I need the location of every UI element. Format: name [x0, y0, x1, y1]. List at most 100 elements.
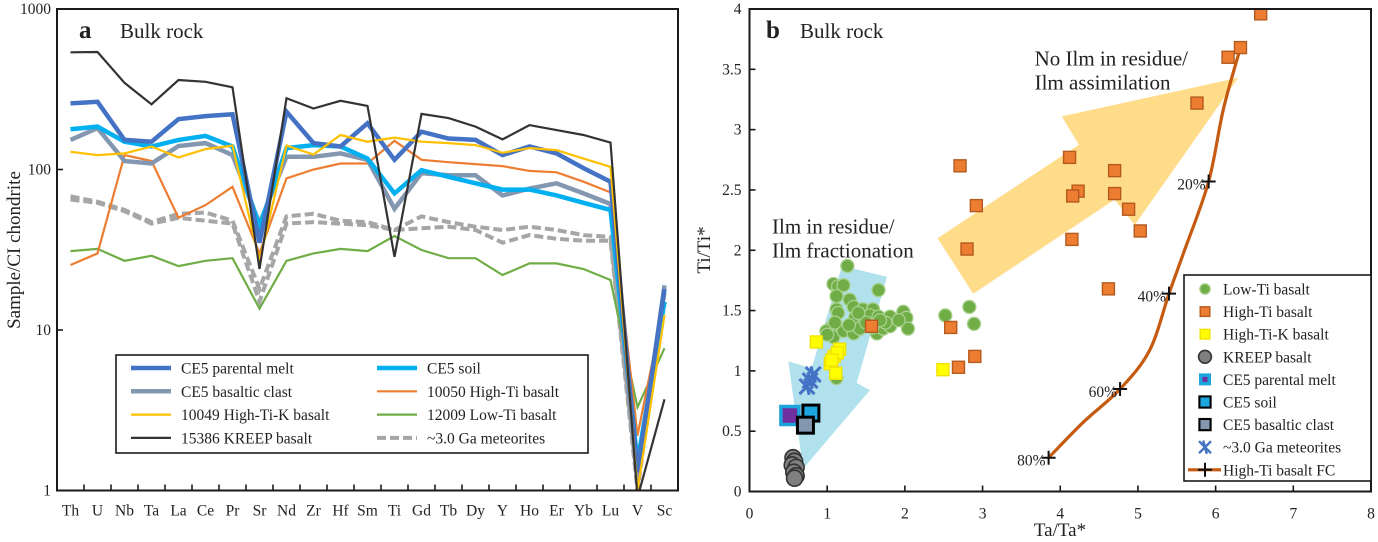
y-tick-label: 100	[28, 162, 52, 179]
y-tick-label: 1000	[20, 1, 51, 18]
panel-b-letter: b	[766, 17, 780, 44]
legend-item-ce5-parental-melt: CE5 parental melt	[1199, 372, 1336, 389]
panel-b-legend: Low-Ti basalt High-Ti basalt High-Ti-K bas…	[1183, 274, 1372, 482]
series-kreep-basalt	[783, 448, 805, 488]
x-tick-label-pr: Pr	[226, 503, 241, 520]
x-tick-label: 1	[823, 506, 831, 523]
point-high-ti-basalt	[969, 198, 984, 213]
fc-step-label: 40%	[1138, 289, 1167, 306]
legend-label: High-Ti basalt FC	[1223, 462, 1335, 479]
legend-label: CE5 parental melt	[181, 361, 294, 378]
point-high-ti-basalt	[1253, 9, 1268, 21]
point-low-ti-basalt	[829, 288, 844, 304]
legend-item-high-ti-k-basalt: High-Ti-K basalt	[1199, 327, 1329, 344]
point-low-ti-basalt	[891, 313, 906, 328]
panel-a-axes: Th U Nb Ta La Ce Pr Sr Nd Zr Hf Sm Ti Gd Tb Dy Y Ho Er Yb Lu…	[20, 1, 672, 520]
legend-swatch	[1199, 328, 1211, 340]
x-tick-label-yb: Yb	[574, 503, 593, 520]
legend-item-3-0-ga-meteorites: ~3.0 Ga meteorites	[377, 430, 545, 447]
point-low-ti-basalt	[871, 282, 886, 298]
legend-item-12009-low-ti-basalt: 12009 Low-Ti basalt	[377, 407, 557, 424]
legend-swatch	[1198, 395, 1212, 409]
legend-label: 15386 KREEP basalt	[181, 430, 313, 447]
fc-step-marker	[1162, 286, 1177, 301]
legend-item-3-0-ga-meteorites: ~3.0 Ga meteorites	[1198, 440, 1341, 457]
y-tick-label: 0	[734, 484, 742, 501]
y-tick-label: 2	[734, 242, 742, 259]
point-low-ti-basalt	[966, 316, 982, 331]
x-tick-label: 4	[1056, 506, 1064, 523]
fc-labels: 20% 40% 60% 80%	[1017, 174, 1216, 470]
legend-item-ce5-soil: CE5 soil	[377, 361, 481, 378]
panel-a-title: Bulk rock	[120, 19, 204, 43]
y-tick-label: 4	[734, 1, 742, 18]
series-ce5-parental-melt	[779, 404, 801, 427]
point-high-ti-basalt	[1221, 50, 1235, 64]
panel-b-y-axis-title: Ti/Ti*	[694, 226, 715, 273]
legend-label: KREEP basalt	[1223, 349, 1312, 366]
legend-label: CE5 soil	[1223, 395, 1277, 412]
point-high-ti-k-basalt	[829, 366, 843, 380]
ilm-assimilation-label-line-1: No Ilm in residue/	[1035, 47, 1189, 71]
y-tick-label: 2.5	[722, 182, 742, 199]
x-tick-label-gd: Gd	[412, 503, 431, 520]
legend-swatch	[1199, 283, 1211, 295]
fc-step-marker	[1041, 450, 1056, 465]
series-line-15386-kreep-basalt	[70, 50, 666, 491]
legend-item-ce5-soil: CE5 soil	[1198, 395, 1277, 412]
panel-b-axes: 0 1 2 3 4 5 6 7 8 0 0.5 1 1.5 2 2.5 3 3.5 4	[722, 1, 1375, 523]
point-high-ti-basalt	[864, 319, 879, 333]
series-line-10049-high-ti-k-basalt	[70, 133, 666, 491]
legend-swatch	[1198, 417, 1212, 432]
x-tick-label: 3	[979, 506, 987, 523]
legend-item-kreep-basalt: KREEP basalt	[1197, 349, 1312, 366]
x-tick-label: 0	[746, 506, 754, 523]
x-tick-label: 8	[1367, 506, 1375, 523]
fc-step-marker	[1113, 381, 1128, 396]
point-high-ti-basalt	[1107, 163, 1122, 178]
x-tick-label-nb: Nb	[115, 503, 134, 520]
panel-a-frame	[56, 8, 679, 492]
point-low-ti-basalt	[836, 278, 851, 293]
point-high-ti-basalt	[960, 242, 974, 256]
panel-b-chart: 0 1 2 3 4 5 6 7 8 0 0.5 1 1.5 2 2.5 3 3.5 4 b Bulk rock T…	[694, 1, 1375, 541]
legend-label: 10050 High-Ti basalt	[427, 384, 560, 401]
point-high-ti-basalt	[1065, 232, 1079, 247]
fc-step-label: 80%	[1017, 453, 1046, 470]
point-low-ti-basalt	[962, 299, 977, 315]
point-low-ti-basalt	[840, 258, 855, 274]
y-tick-label: 1	[43, 483, 51, 500]
y-tick-label: 3.5	[722, 61, 742, 78]
panel-b-annotation-text: Ilm in residue/Ilm fractionation No Ilm i…	[772, 47, 1188, 263]
point-low-ti-basalt	[851, 305, 866, 321]
x-tick-label-tb: Tb	[440, 503, 457, 520]
legend-label: Low-Ti basalt	[1223, 282, 1311, 299]
x-tick-label-dy: Dy	[466, 503, 485, 520]
legend-label: CE5 basaltic clast	[1223, 417, 1335, 434]
legend-label: High-Ti basalt	[1223, 304, 1313, 321]
x-tick-label-zr: Zr	[306, 503, 321, 520]
point-high-ti-basalt	[1101, 282, 1116, 296]
point-low-ti-basalt	[827, 315, 843, 330]
point-high-ti-k-basalt	[809, 335, 824, 349]
x-tick-label-sr: Sr	[253, 503, 268, 520]
point-low-ti-basalt	[820, 327, 835, 342]
panel-b-points	[779, 9, 1268, 488]
x-tick-label-la: La	[170, 503, 186, 520]
y-tick-label: 1.5	[722, 303, 742, 320]
legend-label: ~3.0 Ga meteorites	[1223, 440, 1341, 457]
panel-b-title: Bulk rock	[800, 19, 884, 43]
panel-a-legend-box	[115, 354, 589, 454]
y-tick-label: 0.5	[722, 423, 742, 440]
series-line-12009-low-ti-basalt	[70, 234, 666, 411]
ilm-fractionation-label-line-1: Ilm in residue/	[772, 214, 895, 238]
x-tick-label-th: Th	[62, 503, 79, 520]
fc-step-label: 20%	[1177, 176, 1206, 193]
point-high-ti-basalt	[1107, 186, 1122, 201]
point-3-0-ga-meteorites	[798, 377, 816, 396]
panel-b-x-axis-title: Ta/Ta*	[1034, 520, 1086, 541]
legend-item-high-ti-basalt: High-Ti basalt	[1199, 304, 1313, 321]
x-tick-label: 7	[1289, 506, 1297, 523]
series-high-ti-basalt	[864, 9, 1268, 374]
